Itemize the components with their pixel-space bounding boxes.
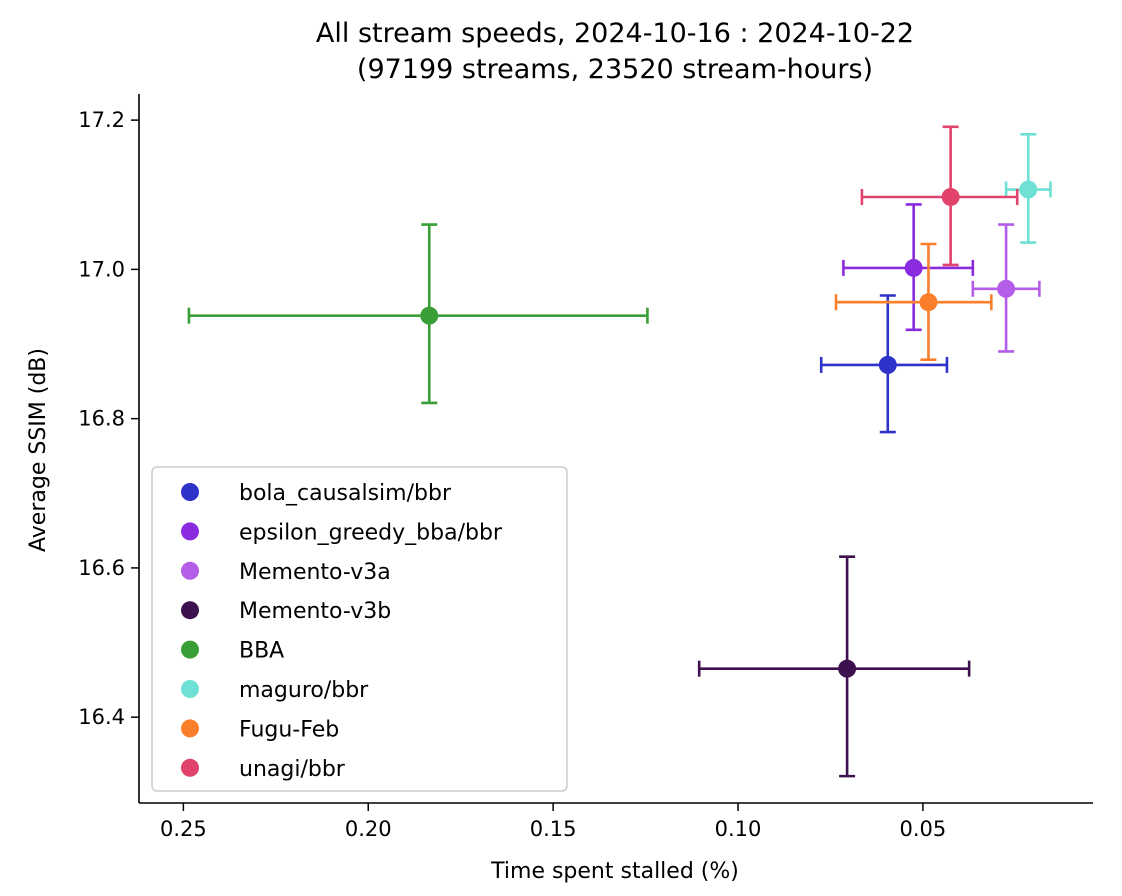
x-axis-title: Time spent stalled (%)	[490, 859, 739, 884]
y-axis-title: Average SSIM (dB)	[26, 348, 51, 552]
x-tick-label: 0.25	[160, 817, 207, 841]
x-ticks: 0.25 0.20 0.15 0.10 0.05	[160, 803, 946, 841]
x-tick-label: 0.15	[530, 817, 577, 841]
data-point	[878, 355, 897, 374]
data-point	[420, 306, 439, 325]
legend-marker	[181, 601, 199, 620]
legend-label: maguro/bbr	[239, 678, 369, 703]
series-2	[971, 223, 1041, 353]
legend-items: bola_causalsim/bbr epsilon_greedy_bba/bbr…	[181, 481, 503, 782]
data-point	[941, 187, 960, 206]
x-tick-label: 0.20	[345, 817, 392, 841]
data-point	[1019, 180, 1038, 199]
legend-marker	[181, 522, 199, 541]
legend-label: unagi/bbr	[239, 757, 346, 782]
y-tick-label: 17.0	[78, 257, 125, 281]
x-tick-label: 0.10	[715, 817, 762, 841]
x-tick-label: 0.05	[900, 817, 947, 841]
chart-title: All stream speeds, 2024-10-16 : 2024-10-…	[316, 18, 914, 49]
data-point	[997, 279, 1016, 298]
data-point	[919, 293, 938, 312]
legend-label: Memento-v3b	[239, 599, 391, 624]
y-ticks: 16.4 16.6 16.8 17.0 17.2	[78, 108, 139, 729]
series-0	[819, 294, 949, 434]
y-tick-label: 16.6	[78, 556, 125, 580]
series-6	[834, 242, 993, 361]
series-3	[697, 555, 971, 778]
y-tick-label: 16.4	[78, 705, 125, 729]
legend-marker	[181, 758, 199, 777]
legend-marker	[181, 483, 199, 501]
legend-marker	[181, 561, 199, 580]
chart-subtitle: (97199 streams, 23520 stream-hours)	[357, 54, 873, 85]
plot-marks	[187, 125, 1052, 778]
legend-box	[151, 466, 568, 792]
legend-label: Memento-v3a	[239, 560, 391, 585]
legend: bola_causalsim/bbr epsilon_greedy_bba/bbr…	[151, 466, 568, 792]
legend-label: Fugu-Feb	[239, 717, 339, 742]
y-tick-label: 16.8	[78, 407, 125, 431]
legend-label: bola_causalsim/bbr	[239, 481, 452, 506]
data-point	[838, 659, 857, 678]
series-7	[860, 125, 1019, 267]
legend-marker	[181, 640, 199, 659]
legend-label: epsilon_greedy_bba/bbr	[239, 520, 503, 545]
legend-marker	[181, 680, 199, 698]
series-1	[842, 203, 975, 332]
y-tick-label: 17.2	[78, 108, 125, 132]
legend-label: BBA	[239, 639, 284, 664]
legend-marker	[181, 719, 199, 738]
series-4	[187, 223, 649, 405]
series-5	[1004, 133, 1052, 244]
data-point	[904, 258, 923, 277]
